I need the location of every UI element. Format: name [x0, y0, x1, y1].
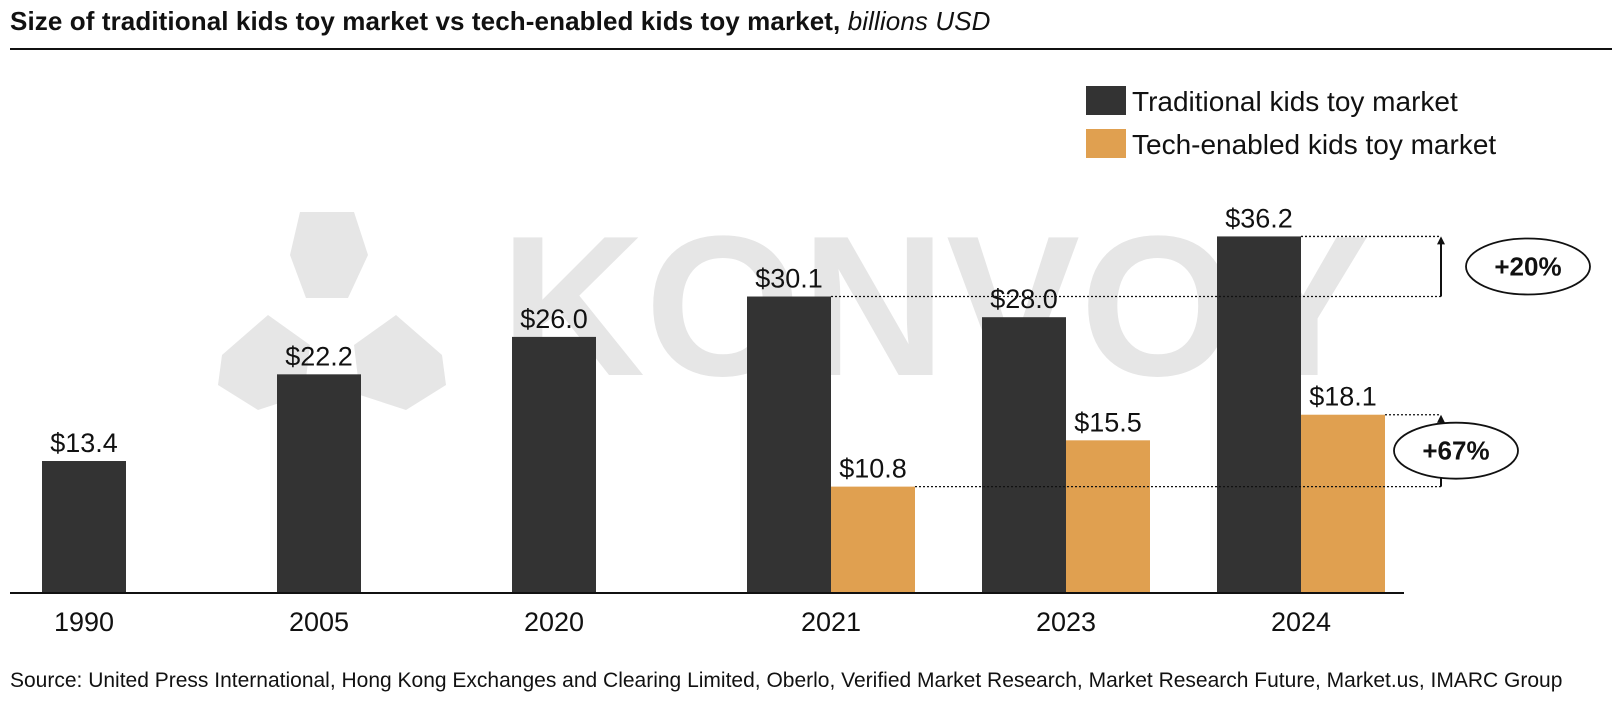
data-label-tech-enabled: $10.8 — [839, 454, 907, 484]
bar-tech-enabled — [1301, 414, 1385, 593]
data-label-traditional: $30.1 — [755, 264, 823, 294]
bar-traditional — [982, 317, 1066, 593]
data-label-tech-enabled: $15.5 — [1074, 407, 1142, 437]
growth-arrow-head — [1437, 236, 1445, 245]
bar-tech-enabled — [1066, 440, 1150, 593]
legend-label: Tech-enabled kids toy market — [1132, 129, 1496, 160]
growth-badge-label: +20% — [1494, 251, 1561, 281]
x-tick-label: 2020 — [524, 607, 584, 637]
chart-title: Size of traditional kids toy market vs t… — [10, 6, 991, 37]
data-label-traditional: $13.4 — [50, 428, 118, 458]
source-note: Source: United Press International, Hong… — [10, 669, 1563, 692]
legend-swatch — [1086, 86, 1126, 115]
data-label-traditional: $28.0 — [990, 284, 1058, 314]
legend-label: Traditional kids toy market — [1132, 86, 1458, 117]
growth-badge-label: +67% — [1422, 436, 1489, 466]
bar-traditional — [277, 374, 361, 593]
x-tick-label: 2021 — [801, 607, 861, 637]
data-label-traditional: $22.2 — [285, 341, 353, 371]
title-main: Size of traditional kids toy market vs t… — [10, 6, 841, 36]
data-label-traditional: $36.2 — [1225, 203, 1293, 233]
x-tick-label: 2023 — [1036, 607, 1096, 637]
x-tick-label: 1990 — [54, 607, 114, 637]
data-label-tech-enabled: $18.1 — [1309, 382, 1377, 412]
growth-badge — [1393, 421, 1519, 480]
title-unit: billions USD — [847, 6, 991, 36]
growth-arrow-head — [1437, 414, 1445, 423]
x-tick-label: 2024 — [1271, 607, 1331, 637]
bar-tech-enabled — [831, 486, 915, 593]
data-label-traditional: $26.0 — [520, 304, 588, 334]
bar-traditional — [747, 296, 831, 593]
chart-plot: KONVOY$13.41990$22.22005$26.02020$30.1$1… — [10, 86, 1591, 637]
x-tick-label: 2005 — [289, 607, 349, 637]
bar-traditional — [42, 461, 126, 593]
bar-traditional — [1217, 236, 1301, 593]
growth-badge — [1465, 237, 1591, 296]
title-divider — [10, 48, 1612, 50]
bar-traditional — [512, 336, 596, 593]
legend-swatch — [1086, 129, 1126, 158]
